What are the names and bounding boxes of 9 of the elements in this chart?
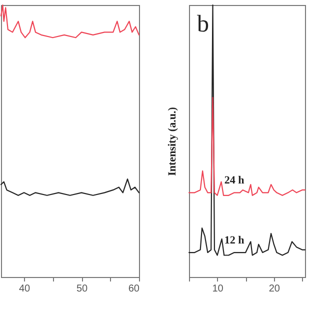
x-tick-label: 10: [212, 284, 224, 294]
x-tick-label: 40: [18, 284, 30, 294]
series-label: 24 h: [224, 174, 244, 187]
x-tick-label: 60: [128, 284, 140, 294]
series-label: 12 h: [224, 234, 244, 247]
y-axis-title: Intensity (a.u.): [166, 106, 178, 176]
chart-title: b: [197, 11, 209, 38]
x-tick-label: 50: [76, 284, 88, 294]
x-tick-label: 20: [268, 284, 280, 294]
